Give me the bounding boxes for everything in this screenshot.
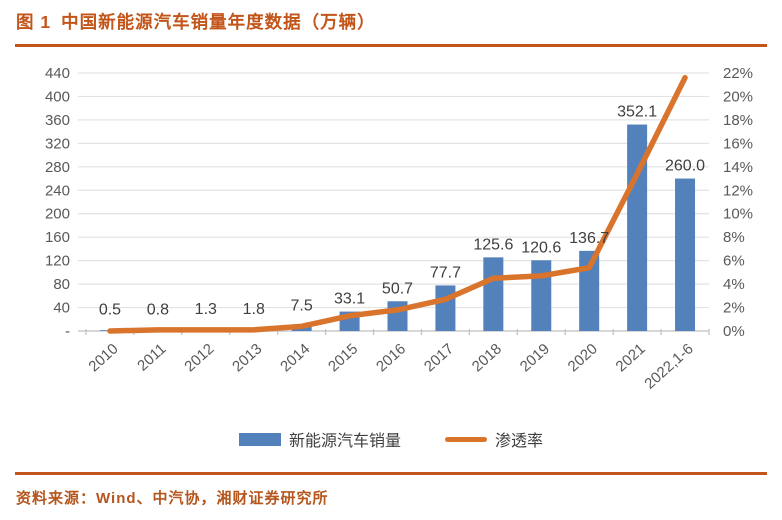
legend-item-penetration: 渗透率 — [445, 427, 543, 451]
x-axis-label: 2012 — [181, 340, 217, 375]
x-axis-label: 2015 — [325, 340, 361, 375]
bar-value-label: 1.3 — [195, 301, 217, 318]
bar — [435, 285, 456, 331]
y-axis-label: 200 — [45, 206, 70, 223]
bar-value-label: 7.5 — [291, 298, 313, 315]
figure-title: 图 1 中国新能源汽车销量年度数据（万辆） — [16, 9, 376, 34]
x-axis-label: 2010 — [85, 340, 121, 375]
bar — [675, 178, 696, 331]
bar-value-label: 352.1 — [617, 104, 657, 121]
pct-axis-label: 14% — [723, 159, 753, 176]
x-axis-label: 2013 — [229, 340, 265, 375]
legend-label-sales: 新能源汽车销量 — [288, 433, 401, 450]
pct-axis-label: 12% — [723, 182, 753, 199]
y-axis-label: 280 — [45, 159, 70, 176]
legend-item-sales: 新能源汽车销量 — [238, 427, 401, 451]
pct-axis-label: 8% — [723, 229, 745, 246]
y-axis-label: 360 — [45, 112, 70, 129]
line-series-swatch-icon — [445, 436, 487, 442]
bar-value-label: 120.6 — [521, 239, 561, 256]
pct-axis-label: 4% — [723, 276, 745, 293]
pct-axis-label: 18% — [723, 112, 753, 129]
bar-value-label: 260.0 — [665, 158, 705, 175]
x-axis-label: 2014 — [277, 340, 313, 375]
y-axis-label: 160 — [45, 229, 70, 246]
x-axis-label: 2020 — [565, 340, 601, 375]
bar — [531, 260, 552, 331]
y-axis-label: 80 — [53, 276, 70, 293]
y-axis-label: 400 — [45, 88, 70, 105]
figure-caption: 中国新能源汽车销量年度数据（万辆） — [61, 12, 376, 32]
pct-axis-label: 6% — [723, 253, 745, 270]
bar-value-label: 0.8 — [147, 302, 169, 319]
pct-axis-label: 20% — [723, 88, 753, 105]
bar-value-label: 136.7 — [569, 230, 609, 247]
x-axis-label: 2018 — [469, 340, 505, 375]
y-axis-label: 440 — [45, 65, 70, 82]
bar-series-swatch-icon — [238, 432, 281, 446]
legend-label-penetration: 渗透率 — [495, 433, 544, 450]
y-axis-label: 320 — [45, 135, 70, 152]
pct-axis-label: 22% — [723, 65, 753, 82]
bar — [627, 124, 648, 331]
pct-axis-label: 10% — [723, 206, 753, 223]
bar-value-label: 50.7 — [382, 280, 413, 297]
x-axis-label: 2016 — [373, 340, 409, 375]
figure-number-label: 图 1 — [16, 12, 52, 32]
penetration-line — [107, 74, 688, 334]
bar-value-label: 33.1 — [334, 291, 365, 308]
bar-value-label: 125.6 — [473, 236, 513, 253]
bar-value-label: 1.8 — [243, 301, 265, 318]
x-axis-label: 2019 — [517, 340, 553, 375]
x-axis-label: 2011 — [134, 340, 169, 374]
y-axis-label: 120 — [45, 253, 70, 270]
y-axis-label: - — [65, 323, 70, 340]
bottom-divider-rule — [15, 472, 767, 475]
bar-value-label: 77.7 — [430, 264, 461, 281]
chart-legend: 新能源汽车销量 渗透率 — [0, 427, 782, 451]
source-label: 资料来源： — [16, 490, 97, 507]
source-text: Wind、中汽协，湘财证券研究所 — [96, 490, 329, 507]
x-axis-label: 2021 — [613, 340, 649, 375]
pct-axis-label: 0% — [723, 323, 745, 340]
x-axis-label: 2017 — [421, 340, 457, 375]
top-divider-rule — [15, 44, 767, 47]
y-axis-label: 240 — [45, 182, 70, 199]
pct-axis-label: 2% — [723, 300, 745, 317]
bar-value-label: 0.5 — [99, 302, 121, 319]
bar — [483, 257, 504, 331]
y-axis-label: 40 — [53, 300, 70, 317]
pct-axis-label: 16% — [723, 135, 753, 152]
x-axis-label: 2022,1-6 — [641, 340, 696, 392]
source-note: 资料来源：Wind、中汽协，湘财证券研究所 — [16, 487, 329, 508]
